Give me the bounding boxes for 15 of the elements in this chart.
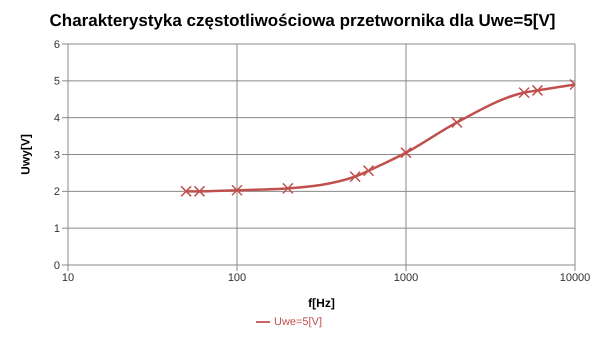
y-tick-label: 2 (54, 186, 60, 198)
x-tick-label: 100 (228, 272, 246, 284)
y-tick-label: 3 (54, 149, 60, 162)
y-axis-title: Uwy[V] (18, 134, 32, 175)
x-tick-label: 10 (62, 272, 74, 284)
y-tick-label: 6 (54, 38, 60, 51)
y-tick-label: 1 (54, 223, 60, 236)
legend-label: Uwe=5[V] (274, 316, 322, 328)
y-tick-label: 4 (54, 112, 60, 125)
y-tick-label: 0 (54, 260, 60, 272)
y-tick-label: 5 (54, 76, 60, 88)
x-tick-label: 10000 (560, 272, 590, 284)
x-axis-title: f[Hz] (308, 296, 335, 310)
x-tick-label: 1000 (394, 272, 418, 284)
chart-title: Charakterystyka częstotliwościowa przetwornika dla Uwe=5[V] (48, 10, 556, 32)
